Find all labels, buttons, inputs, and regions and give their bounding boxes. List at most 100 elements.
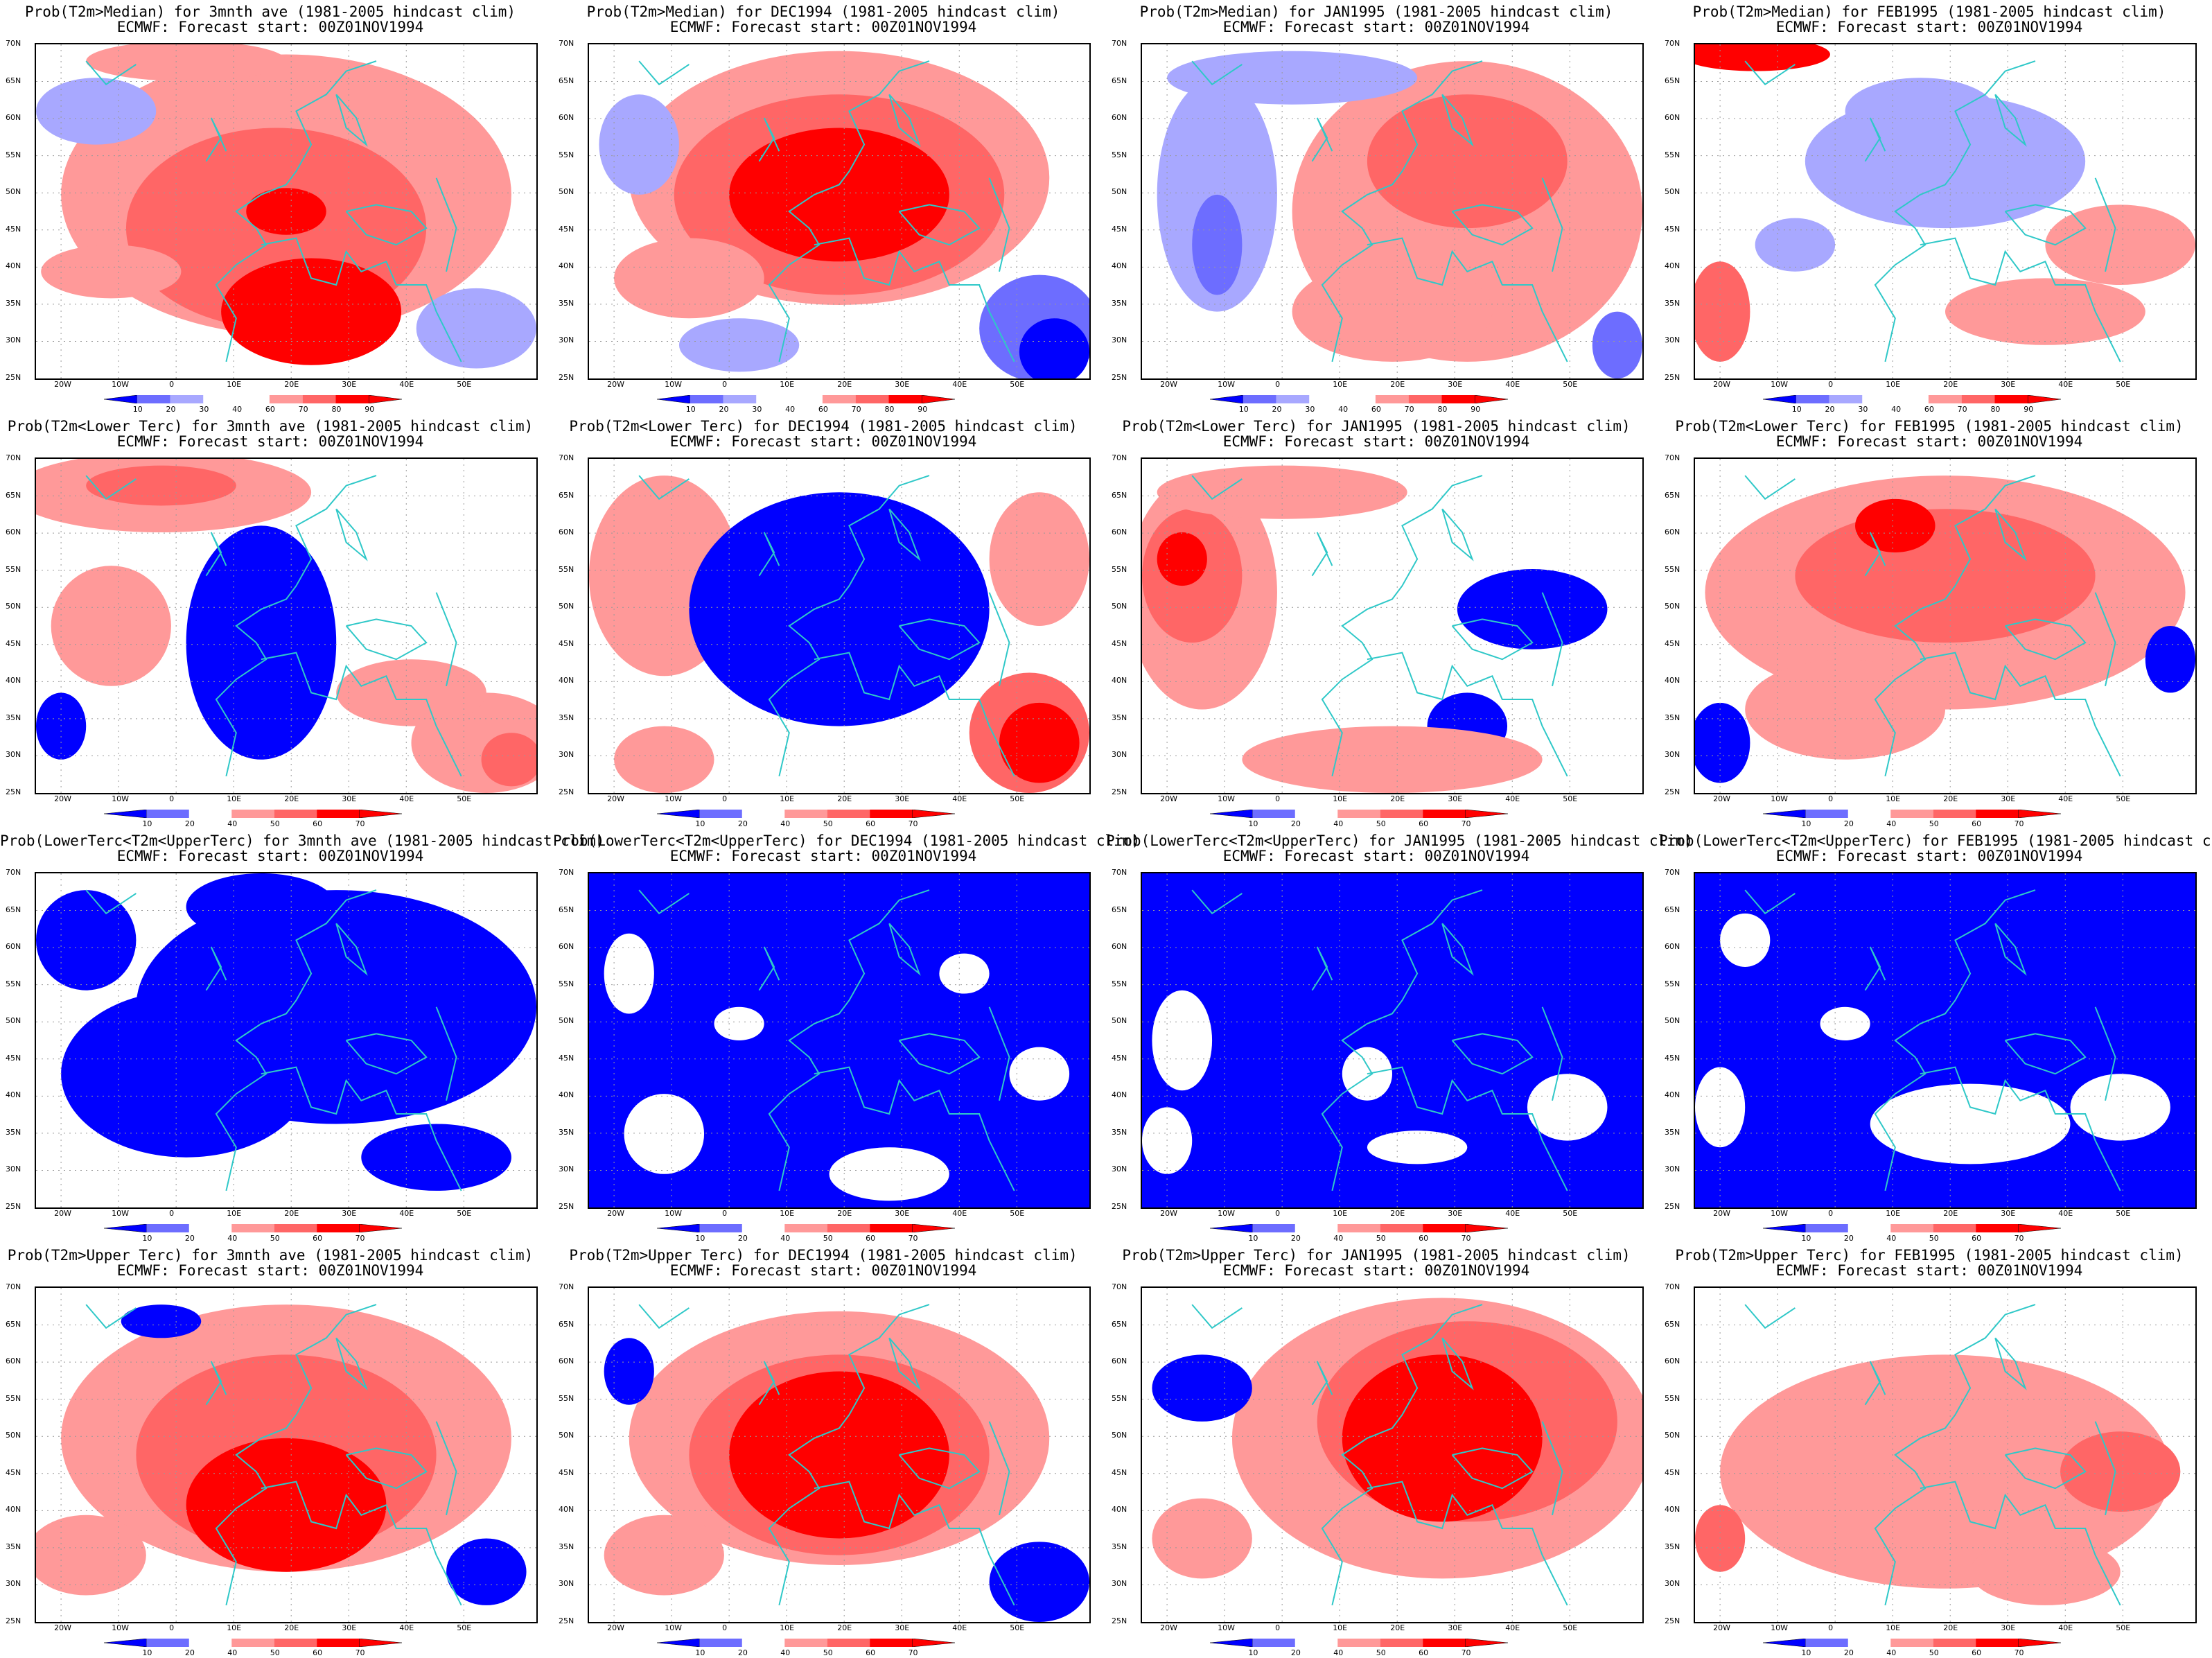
colorbar-label: 80 [331,405,342,414]
coastline [1920,1066,2121,1192]
lat-tick-label: 40N [1112,1505,1127,1515]
panel-title: Prob(LowerTerc<T2m<UpperTerc) for FEB199… [1659,832,2212,849]
lon-tick-label: 10W [1771,794,1788,803]
colorbar [1210,1224,1508,1232]
lon-tick-label: 50E [2116,1623,2131,1632]
lat-tick-label: 45N [6,1467,21,1477]
lon-tick-label: 30E [342,380,357,389]
coastline [261,652,462,777]
colorbar-label: 70 [851,405,861,414]
coastline [898,618,981,661]
coastline [215,889,377,1192]
coastline [2094,1421,2116,1516]
lon-tick-label: 30E [2001,380,2016,389]
lat-tick-label: 55N [6,1393,21,1403]
lat-tick-label: 65N [559,76,574,85]
lat-tick-label: 45N [1112,224,1127,234]
colorbar-swatch [1928,395,1962,403]
colorbar-swatch [146,1224,189,1232]
probability-shading [989,492,1089,626]
coastline [435,592,457,687]
panel-title: Prob(T2m>Upper Terc) for 3mnth ave (1981… [7,1247,534,1264]
lat-tick-label: 70N [1112,453,1127,462]
colorbar-swatch [1309,395,1343,403]
colorbar-label: 10 [1791,405,1802,414]
lon-tick-label: 20E [1943,794,1958,803]
panel-title: Prob(T2m<Lower Terc) for FEB1995 (1981-2… [1675,418,2184,435]
colorbar-label: 70 [298,405,308,414]
coastline [335,508,368,561]
coastline [1874,1304,2036,1606]
lat-tick-label: 45N [1665,1053,1680,1063]
lat-tick-label: 60N [1665,942,1680,952]
probability-shading [1592,311,1642,378]
lat-tick-label: 45N [6,1053,21,1063]
coastline [768,475,930,777]
colorbar-swatch [1243,395,1276,403]
lat-tick-label: 25N [559,1616,574,1625]
colorbar-label: 40 [1338,405,1349,414]
lat-tick-label: 30N [1112,335,1127,345]
colorbar-label: 50 [1929,1648,1939,1657]
lat-tick-label: 40N [1665,676,1680,686]
colorbar [104,395,402,403]
probability-shading [604,1338,654,1405]
lat-tick-label: 35N [1665,1127,1680,1137]
colorbar-label: 70 [355,819,365,828]
lon-tick-label: 20W [1713,1623,1730,1632]
colorbar-swatch [2018,1639,2061,1647]
coastline [2004,1033,2087,1075]
colorbar-label: 10 [132,405,143,414]
lat-tick-label: 45N [6,224,21,234]
map-panel: Prob(T2m>Upper Terc) for DEC1994 (1981-2… [553,1244,1106,1658]
coastline [85,889,137,915]
lat-tick-label: 70N [559,39,574,48]
lon-tick-label: 20W [54,794,71,803]
probability-shading [729,128,949,262]
coastline [1541,177,1563,272]
probability-shading [36,1515,146,1596]
panel-subtitle: ECMWF: Forecast start: 00Z01NOV1994 [1222,19,1530,35]
lon-tick-label: 50E [1010,380,1025,389]
map-panel: Prob(LowerTerc<T2m<UpperTerc) for 3mnth … [0,829,604,1244]
lat-tick-label: 65N [6,1319,21,1329]
lat-tick-label: 55N [6,150,21,159]
lat-tick-label: 35N [1112,1542,1127,1551]
coastline [1191,1304,1243,1329]
panel-title: Prob(T2m<Lower Terc) for DEC1994 (1981-2… [569,418,1078,435]
coastline [1994,923,2027,976]
colorbar-label: 60 [866,1648,876,1657]
lat-tick-label: 45N [1112,1467,1127,1477]
colorbar-label: 90 [1471,405,1481,414]
lat-tick-label: 40N [1112,676,1127,686]
colorbar-swatch [1763,395,1797,403]
lon-tick-label: 20W [1713,380,1730,389]
lon-tick-label: 20E [1390,1209,1405,1218]
lon-tick-label: 40E [2058,794,2073,803]
lat-tick-label: 45N [559,638,574,648]
colorbar-swatch [1380,1224,1423,1232]
lon-tick-label: 50E [1563,794,1578,803]
probability-shading [999,702,1080,783]
lat-tick-label: 40N [1112,261,1127,271]
colorbar-label: 70 [1957,405,1967,414]
lon-tick-label: 10E [1886,380,1901,389]
lat-tick-label: 60N [559,942,574,952]
probability-shading [86,44,286,82]
lon-tick-label: 0 [722,1209,728,1218]
probability-shading [36,78,157,145]
probability-shading [2060,1431,2181,1512]
lon-tick-label: 10E [780,380,795,389]
coastline [1441,923,1474,976]
coastline [1920,652,2121,777]
lat-tick-label: 35N [559,298,574,308]
probability-shading [1695,261,1750,362]
lat-tick-label: 65N [559,905,574,914]
lat-tick-label: 70N [1665,453,1680,462]
probability-shading [1242,726,1543,793]
coastline [345,204,428,246]
coastline [814,1481,1015,1606]
probability-shading [599,94,679,195]
colorbar [1210,810,1508,818]
colorbar-label: 40 [1886,1234,1897,1243]
